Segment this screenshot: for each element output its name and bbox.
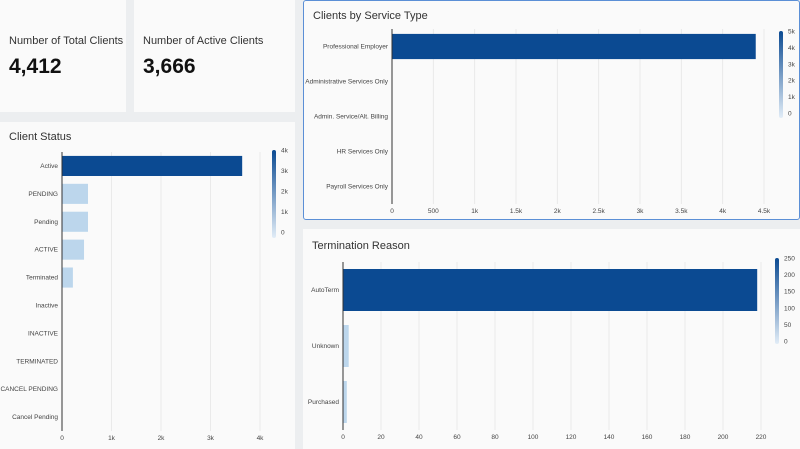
y-tick-label: Admin. Service/Alt. Billing (314, 114, 388, 121)
x-tick-label: 0 (341, 434, 345, 441)
x-tick-label: 60 (453, 434, 461, 441)
x-tick-label: 4k (719, 208, 727, 215)
x-tick-label: 140 (604, 434, 615, 441)
y-tick-label: Unknown (312, 343, 339, 350)
y-tick-label: Administrative Services Only (305, 79, 388, 86)
y-tick-label: Active (40, 163, 58, 170)
chart-title: Termination Reason (312, 240, 410, 252)
termination-reason-chart: 0 20 40 60 80 100 120 140 160 180 200 220 AutoTerm Un… (308, 256, 795, 442)
client-status-chart: 0 1k 2k 3k 4k Active PENDING Pending ACTIVE Termi… (0, 148, 289, 443)
x-tick-label: 160 (642, 434, 653, 441)
client-status-card: Client Status 0 1k 2k 3k 4k Active PENDING Pend… (0, 122, 295, 449)
service-type-chart: 0 500 1k 1.5k 2k 2.5k 3k 3.5k 4k 4.5k Professional… (305, 29, 796, 216)
legend-color-scale (779, 31, 783, 118)
bar (62, 183, 88, 204)
kpi-value: 4,412 (9, 55, 62, 78)
legend-label: 1k (788, 94, 796, 101)
x-tick-label: 1k (471, 208, 479, 215)
legend-label: 0 (788, 111, 792, 118)
legend-label: 0 (784, 339, 788, 346)
x-tick-label: 180 (680, 434, 691, 441)
y-tick-label: PENDING (28, 191, 58, 198)
y-tick-label: TERMINATED (16, 358, 58, 365)
chart-title: Clients by Service Type (313, 10, 428, 22)
x-tick-label: 100 (528, 434, 539, 441)
y-tick-label: Pending (34, 219, 58, 226)
legend-label: 250 (784, 256, 795, 263)
legend-label: 3k (788, 61, 796, 68)
bar (343, 325, 349, 367)
y-tick-label: HR Services Only (337, 149, 389, 156)
legend-label: 2k (281, 189, 289, 196)
x-tick-label: 80 (491, 434, 499, 441)
legend-label: 200 (784, 272, 795, 279)
y-tick-label: Payroll Services Only (326, 184, 389, 191)
y-tick-label: INACTIVE (28, 330, 59, 337)
kpi-label: Number of Active Clients (143, 35, 264, 47)
kpi-total-clients: Number of Total Clients 4,412 (0, 0, 126, 112)
legend-color-scale (775, 258, 779, 344)
bar (343, 381, 347, 423)
y-tick-label: Cancel Pending (12, 414, 58, 421)
kpi-active-clients: Number of Active Clients 3,666 (134, 0, 295, 112)
y-tick-label: ACTIVE (35, 247, 59, 254)
x-tick-label: 3k (207, 435, 215, 442)
legend-label: 0 (281, 230, 285, 237)
bar (62, 267, 73, 288)
legend-label: 4k (281, 148, 289, 155)
x-tick-label: 120 (566, 434, 577, 441)
legend-color-scale (272, 150, 276, 238)
legend-label: 2k (788, 78, 796, 85)
x-tick-label: 3k (637, 208, 645, 215)
x-tick-label: 1.5k (510, 208, 523, 215)
y-tick-label: AutoTerm (311, 287, 339, 294)
x-tick-label: 4k (257, 435, 265, 442)
y-tick-label: Terminated (26, 275, 59, 282)
bar (62, 155, 243, 176)
x-tick-label: 20 (377, 434, 385, 441)
y-tick-label: Inactive (36, 302, 59, 309)
service-type-card: Clients by Service Type 0 500 1k 1.5k 2k 2.5k… (303, 0, 800, 220)
bar (343, 269, 758, 311)
x-tick-label: 3.5k (675, 208, 688, 215)
bar (62, 211, 88, 232)
legend-label: 5k (788, 29, 796, 36)
legend-label: 150 (784, 289, 795, 296)
legend-label: 100 (784, 305, 795, 312)
bar (62, 239, 85, 260)
x-tick-label: 200 (718, 434, 729, 441)
x-tick-label: 4.5k (758, 208, 771, 215)
kpi-value: 3,666 (143, 55, 196, 78)
x-tick-label: 2.5k (593, 208, 606, 215)
x-tick-label: 2k (158, 435, 166, 442)
x-tick-label: 500 (428, 208, 439, 215)
legend-label: 4k (788, 45, 796, 52)
y-tick-label: Purchased (308, 399, 339, 406)
y-tick-label: Professional Employer (323, 44, 389, 51)
x-tick-label: 220 (756, 434, 767, 441)
legend-label: 3k (281, 168, 289, 175)
chart-title: Client Status (9, 131, 72, 143)
termination-reason-card: Termination Reason 0 20 40 60 80 100 120 140 160… (303, 229, 800, 449)
kpi-label: Number of Total Clients (9, 35, 124, 47)
legend-label: 50 (784, 322, 792, 329)
x-tick-label: 40 (415, 434, 423, 441)
x-tick-label: 2k (554, 208, 562, 215)
bar (392, 33, 756, 60)
y-tick-label: CANCEL PENDING (0, 386, 58, 393)
x-tick-label: 0 (390, 208, 394, 215)
legend-label: 1k (281, 209, 289, 216)
x-tick-label: 1k (108, 435, 116, 442)
x-tick-label: 0 (60, 435, 64, 442)
